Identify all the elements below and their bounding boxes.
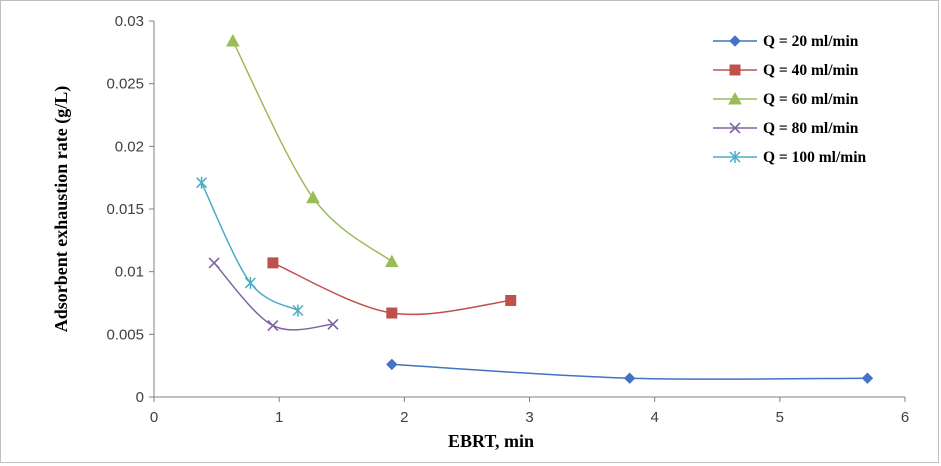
x-tick-label: 4: [650, 409, 658, 426]
series-3-point-2: [306, 190, 320, 204]
series-5-point-1: [196, 176, 208, 189]
y-tick-label: 0.015: [106, 201, 144, 218]
legend-swatch-marker: [729, 64, 741, 76]
legend-label: Q = 100 ml/min: [763, 149, 867, 166]
series-1-point-1: [386, 358, 398, 371]
series-2-point-1: [267, 257, 279, 269]
series-2: [267, 257, 517, 319]
y-tick-label: 0.02: [115, 138, 144, 155]
series-2-point-3: [505, 294, 517, 306]
legend-item-2: Q = 40 ml/min: [713, 62, 859, 79]
legend: Q = 20 ml/min Q = 40 ml/min Q = 60 ml/min Q…: [713, 33, 867, 166]
series-layer: [196, 34, 874, 384]
legend-item-5: Q = 100 ml/min: [713, 149, 867, 166]
axes: 0 0.005 0.01 0.015 0.02 0.025 0.03 0 1 2 3 4 5 6: [106, 13, 909, 426]
legend-swatch-marker: [729, 35, 741, 47]
x-tick-label: 6: [901, 409, 909, 426]
series-5-line: [200, 182, 299, 312]
series-3-point-3: [384, 254, 399, 268]
series-5: [196, 176, 304, 317]
legend-item-1: Q = 20 ml/min: [713, 33, 859, 50]
y-tick-label: 0.025: [106, 76, 144, 93]
y-tick-label: 0.03: [115, 13, 144, 30]
y-tick-label: 0: [136, 389, 144, 406]
legend-item-4: Q = 80 ml/min: [713, 120, 859, 137]
series-1-point-2: [623, 372, 636, 384]
series-5-point-2: [244, 276, 256, 289]
x-tick-label: 1: [275, 409, 283, 426]
series-5-point-3: [292, 304, 304, 317]
series-4-line: [213, 262, 334, 331]
series-3-line: [232, 40, 393, 263]
legend-swatch-marker: [728, 91, 742, 105]
series-1-point-3: [861, 372, 874, 384]
series-2-point-2: [386, 307, 398, 319]
series-1: [386, 358, 874, 384]
legend-label: Q = 40 ml/min: [763, 62, 859, 79]
legend-item-3: Q = 60 ml/min: [713, 91, 859, 108]
legend-label: Q = 80 ml/min: [763, 120, 859, 137]
x-tick-label: 0: [150, 409, 158, 426]
series-3-point-1: [226, 34, 240, 47]
x-axis-title: EBRT, min: [448, 431, 534, 451]
y-tick-label: 0.005: [106, 326, 144, 343]
series-2-line: [272, 262, 511, 316]
x-tick-label: 3: [525, 409, 533, 426]
legend-swatch-marker: [729, 122, 741, 134]
x-tick-label: 5: [776, 409, 784, 426]
series-3: [226, 34, 399, 268]
y-tick-label: 0.01: [115, 264, 144, 281]
legend-label: Q = 20 ml/min: [763, 33, 859, 50]
y-axis-title: Adsorbent exhaustion rate (g/L): [51, 86, 72, 333]
series-4-point-3: [327, 318, 339, 330]
series-4: [208, 257, 339, 332]
series-4-point-1: [208, 257, 220, 269]
legend-swatch-marker: [729, 151, 741, 163]
x-tick-label: 2: [400, 409, 408, 426]
series-4-point-2: [267, 319, 279, 332]
legend-label: Q = 60 ml/min: [763, 91, 859, 108]
